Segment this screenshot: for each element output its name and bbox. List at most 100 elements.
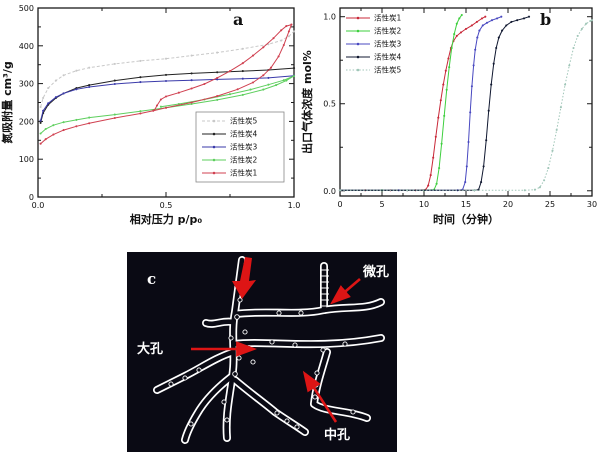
data-point-marker xyxy=(216,51,219,54)
data-point-marker xyxy=(290,23,293,26)
data-point-marker xyxy=(469,111,472,114)
micropore-hatch-marks xyxy=(320,269,329,307)
data-point-marker xyxy=(516,19,519,22)
data-point-marker xyxy=(475,20,478,23)
x-tick-label: 5 xyxy=(379,200,384,209)
data-point-marker xyxy=(52,133,55,136)
data-point-marker xyxy=(275,84,278,87)
y-axis-title: 氮吸附量 cm³/g xyxy=(0,61,14,144)
data-point-marker xyxy=(62,74,65,77)
data-point-marker xyxy=(285,79,288,82)
data-point-marker xyxy=(54,96,57,99)
data-point-marker xyxy=(153,109,156,112)
panel-c-label: c xyxy=(147,270,156,288)
data-point-marker xyxy=(476,36,479,39)
data-point-marker xyxy=(495,46,498,50)
data-point-marker xyxy=(251,54,255,57)
legend-label: 活性炭2 xyxy=(374,26,401,36)
data-point-marker xyxy=(39,105,42,109)
data-point-marker xyxy=(39,119,42,122)
data-point-marker xyxy=(262,74,265,77)
data-point-marker xyxy=(585,22,588,25)
data-point-marker xyxy=(47,87,50,90)
data-point-marker xyxy=(75,88,78,91)
data-point-marker xyxy=(435,182,438,185)
data-point-marker xyxy=(589,20,592,23)
data-point-marker xyxy=(280,29,283,32)
data-point-marker xyxy=(241,62,244,65)
data-point-marker xyxy=(572,46,575,50)
data-point-marker xyxy=(406,189,409,192)
data-point-marker xyxy=(527,15,531,18)
data-point-marker xyxy=(44,138,47,141)
legend-marker xyxy=(212,171,216,175)
data-point-marker xyxy=(478,29,481,32)
data-point-marker xyxy=(113,113,116,116)
data-point-marker xyxy=(88,85,91,89)
data-point-marker xyxy=(450,46,453,50)
legend-label: 活性炭5 xyxy=(230,116,257,126)
data-point-marker xyxy=(228,70,232,73)
data-point-marker xyxy=(88,122,91,125)
legend-marker xyxy=(212,145,216,149)
data-point-marker xyxy=(267,76,270,79)
data-point-marker xyxy=(280,39,283,42)
data-point-marker xyxy=(533,188,536,191)
data-point-marker xyxy=(292,67,296,70)
data-point-marker xyxy=(42,96,45,100)
data-point-marker xyxy=(88,116,91,119)
axes-frame xyxy=(339,7,593,197)
data-point-marker xyxy=(442,83,445,86)
panel-letter: a xyxy=(233,10,243,29)
data-point-marker xyxy=(440,142,443,145)
data-point-marker xyxy=(216,71,219,74)
x-tick-label: 0.0 xyxy=(32,201,45,210)
series-line-活性炭3 xyxy=(340,16,502,191)
data-point-marker xyxy=(267,83,270,86)
data-point-marker xyxy=(155,104,159,107)
data-point-marker xyxy=(282,79,285,82)
data-point-marker xyxy=(164,106,168,109)
legend-label: 活性炭1 xyxy=(374,13,401,23)
y-tick-label: 500 xyxy=(19,4,34,13)
data-point-marker xyxy=(455,22,458,25)
macropore-label: 大孔 xyxy=(137,341,163,357)
data-point-marker xyxy=(497,36,500,39)
legend-marker xyxy=(212,132,216,136)
x-tick-label: 25 xyxy=(545,200,555,209)
data-point-marker xyxy=(480,181,483,184)
data-point-marker xyxy=(437,116,440,119)
data-point-marker xyxy=(434,135,437,138)
y-tick-label: 400 xyxy=(19,42,34,51)
inlet-flow-arrow xyxy=(232,257,256,299)
data-point-marker xyxy=(44,127,47,131)
data-point-marker xyxy=(432,156,435,159)
legend-label: 活性炭3 xyxy=(230,142,257,152)
data-point-marker xyxy=(269,66,273,69)
data-point-marker xyxy=(241,77,244,80)
x-tick-label: 1.0 xyxy=(288,201,300,210)
data-point-marker xyxy=(448,66,451,69)
legend-marker xyxy=(356,42,360,46)
data-point-marker xyxy=(177,91,180,94)
data-point-marker xyxy=(159,98,162,101)
mesopore-arrow xyxy=(302,370,338,423)
panel-letter: b xyxy=(540,10,551,29)
data-point-marker xyxy=(39,121,42,124)
data-point-marker xyxy=(445,88,448,91)
legend-label: 活性炭5 xyxy=(374,65,401,75)
data-point-marker xyxy=(190,87,193,90)
data-point-marker xyxy=(190,101,193,104)
data-point-marker xyxy=(272,37,275,40)
x-tick-label: 10 xyxy=(419,200,429,209)
data-point-marker xyxy=(465,165,468,168)
data-point-marker xyxy=(427,184,430,187)
data-point-marker xyxy=(287,30,290,33)
legend-label: 活性炭3 xyxy=(374,39,401,49)
data-point-marker xyxy=(429,174,432,177)
legend-marker xyxy=(356,68,360,72)
data-point-marker xyxy=(444,69,447,72)
data-point-marker xyxy=(559,106,562,109)
data-point-marker xyxy=(262,88,265,91)
legend-label: 活性炭2 xyxy=(230,155,257,165)
